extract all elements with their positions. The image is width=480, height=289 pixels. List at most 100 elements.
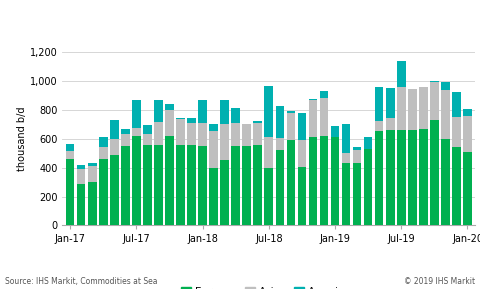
- Bar: [110, 120, 119, 139]
- Bar: [276, 138, 284, 150]
- Bar: [419, 87, 428, 129]
- Bar: [452, 117, 461, 147]
- Bar: [132, 136, 141, 225]
- Bar: [298, 114, 306, 140]
- Bar: [408, 89, 417, 130]
- Bar: [463, 109, 472, 116]
- Bar: [430, 120, 439, 225]
- Bar: [242, 146, 251, 225]
- Bar: [452, 147, 461, 225]
- Bar: [364, 149, 372, 225]
- Bar: [220, 101, 229, 124]
- Bar: [154, 100, 163, 122]
- Bar: [154, 122, 163, 144]
- Bar: [154, 144, 163, 225]
- Bar: [287, 113, 295, 140]
- Bar: [463, 152, 472, 225]
- Bar: [309, 99, 317, 101]
- Bar: [408, 130, 417, 225]
- Bar: [143, 145, 152, 225]
- Bar: [342, 153, 350, 163]
- Bar: [187, 118, 196, 123]
- Bar: [264, 137, 273, 168]
- Bar: [463, 116, 472, 152]
- Text: Source: IHS Markit, Commodities at Sea: Source: IHS Markit, Commodities at Sea: [5, 277, 157, 286]
- Bar: [364, 137, 372, 149]
- Bar: [375, 121, 384, 131]
- Bar: [309, 101, 317, 137]
- Bar: [121, 129, 130, 134]
- Bar: [342, 124, 350, 153]
- Bar: [121, 146, 130, 225]
- Bar: [331, 137, 339, 225]
- Bar: [132, 101, 141, 128]
- Bar: [176, 119, 185, 144]
- Bar: [231, 108, 240, 123]
- Bar: [143, 125, 152, 134]
- Bar: [66, 159, 74, 225]
- Bar: [452, 92, 461, 117]
- Bar: [276, 150, 284, 225]
- Bar: [441, 90, 450, 139]
- Bar: [375, 131, 384, 225]
- Bar: [66, 151, 74, 159]
- Bar: [264, 168, 273, 225]
- Bar: [287, 111, 295, 113]
- Bar: [253, 123, 262, 145]
- Bar: [231, 123, 240, 146]
- Bar: [231, 146, 240, 225]
- Bar: [88, 163, 96, 166]
- Bar: [187, 123, 196, 145]
- Text: Libyan Crude Oil Shipments by Destination: Libyan Crude Oil Shipments by Destinatio…: [6, 15, 327, 28]
- Bar: [242, 123, 251, 146]
- Bar: [99, 159, 108, 225]
- Bar: [397, 130, 406, 225]
- Bar: [77, 184, 85, 225]
- Bar: [209, 168, 218, 225]
- Bar: [220, 124, 229, 160]
- Bar: [342, 163, 350, 225]
- Bar: [77, 169, 85, 184]
- Legend: Europe, Asia, Americas: Europe, Asia, Americas: [177, 283, 361, 289]
- Bar: [375, 87, 384, 121]
- Text: © 2019 IHS Markit: © 2019 IHS Markit: [404, 277, 475, 286]
- Bar: [198, 123, 207, 146]
- Bar: [397, 61, 406, 87]
- Bar: [198, 146, 207, 225]
- Bar: [298, 140, 306, 167]
- Bar: [132, 128, 141, 136]
- Bar: [309, 137, 317, 225]
- Bar: [430, 81, 439, 120]
- Bar: [320, 136, 328, 225]
- Bar: [143, 134, 152, 145]
- Bar: [99, 137, 108, 147]
- Bar: [320, 98, 328, 136]
- Bar: [209, 124, 218, 131]
- Bar: [397, 87, 406, 130]
- Bar: [77, 165, 85, 169]
- Bar: [88, 166, 96, 182]
- Y-axis label: thousand b/d: thousand b/d: [17, 106, 27, 171]
- Bar: [276, 106, 284, 138]
- Bar: [187, 145, 196, 225]
- Bar: [353, 163, 361, 225]
- Bar: [441, 139, 450, 225]
- Bar: [253, 145, 262, 225]
- Bar: [320, 91, 328, 98]
- Bar: [287, 140, 295, 225]
- Bar: [198, 100, 207, 123]
- Bar: [386, 130, 395, 225]
- Bar: [165, 104, 174, 110]
- Bar: [99, 147, 108, 159]
- Bar: [165, 110, 174, 136]
- Bar: [331, 126, 339, 137]
- Bar: [419, 129, 428, 225]
- Bar: [176, 118, 185, 119]
- Bar: [209, 131, 218, 168]
- Bar: [353, 147, 361, 150]
- Bar: [386, 88, 395, 118]
- Bar: [110, 139, 119, 155]
- Bar: [121, 134, 130, 146]
- Bar: [110, 155, 119, 225]
- Bar: [66, 144, 74, 151]
